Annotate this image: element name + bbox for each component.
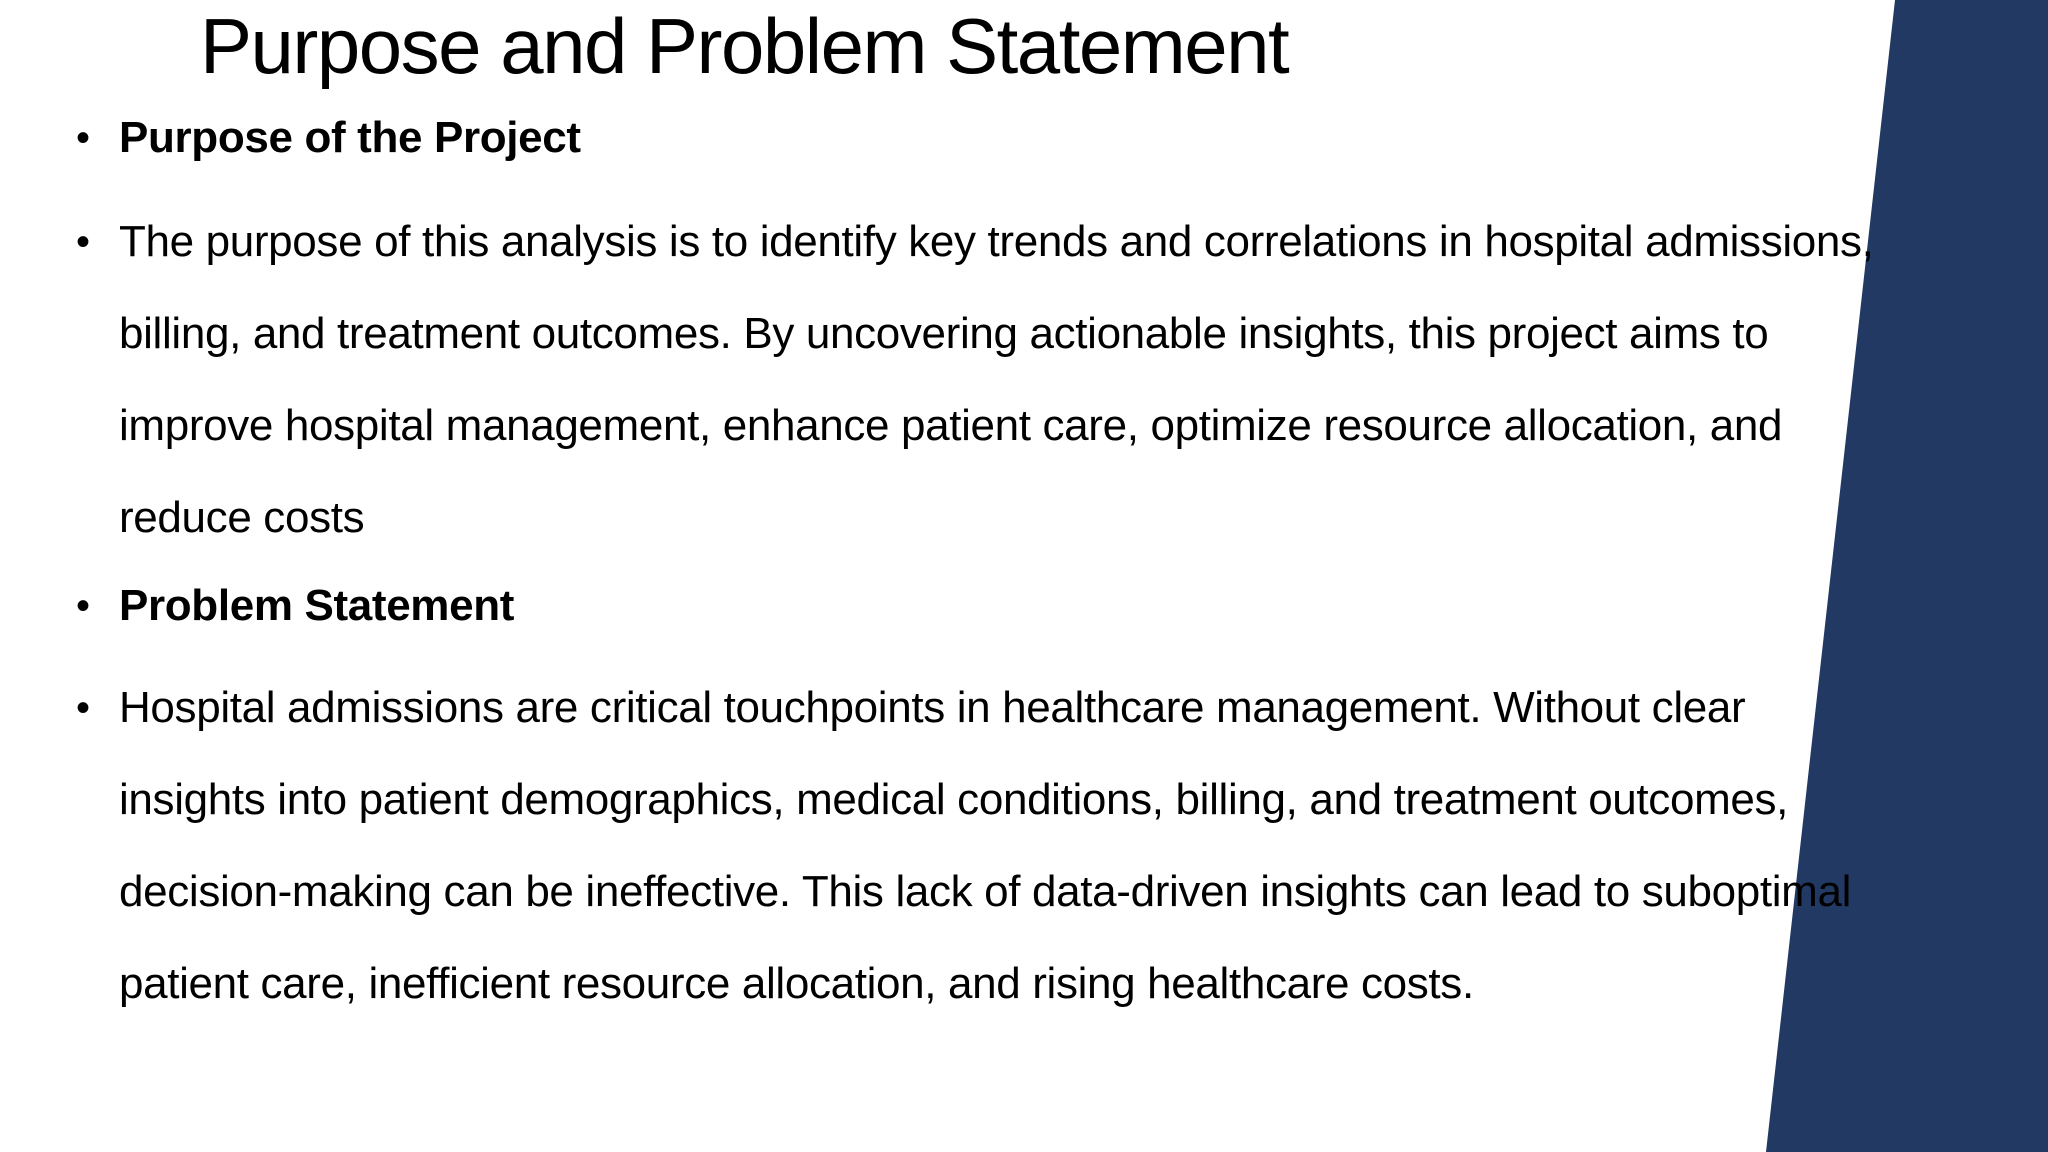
bullet-text: Hospital admissions are critical touchpo… [119,683,1852,1008]
bullet-dot-icon: • [76,584,91,628]
bullet-text: The purpose of this analysis is to ident… [119,217,1874,542]
slide-title: Purpose and Problem Statement [200,2,1290,90]
bullet-dot-icon: • [76,116,91,160]
bullet-dot-icon: • [76,220,91,264]
bullet-text: Purpose of the Project [119,113,581,162]
bullet-dot-icon: • [76,686,91,730]
side-accent-shape [1766,0,2048,1152]
bullet-text: Problem Statement [119,581,515,630]
